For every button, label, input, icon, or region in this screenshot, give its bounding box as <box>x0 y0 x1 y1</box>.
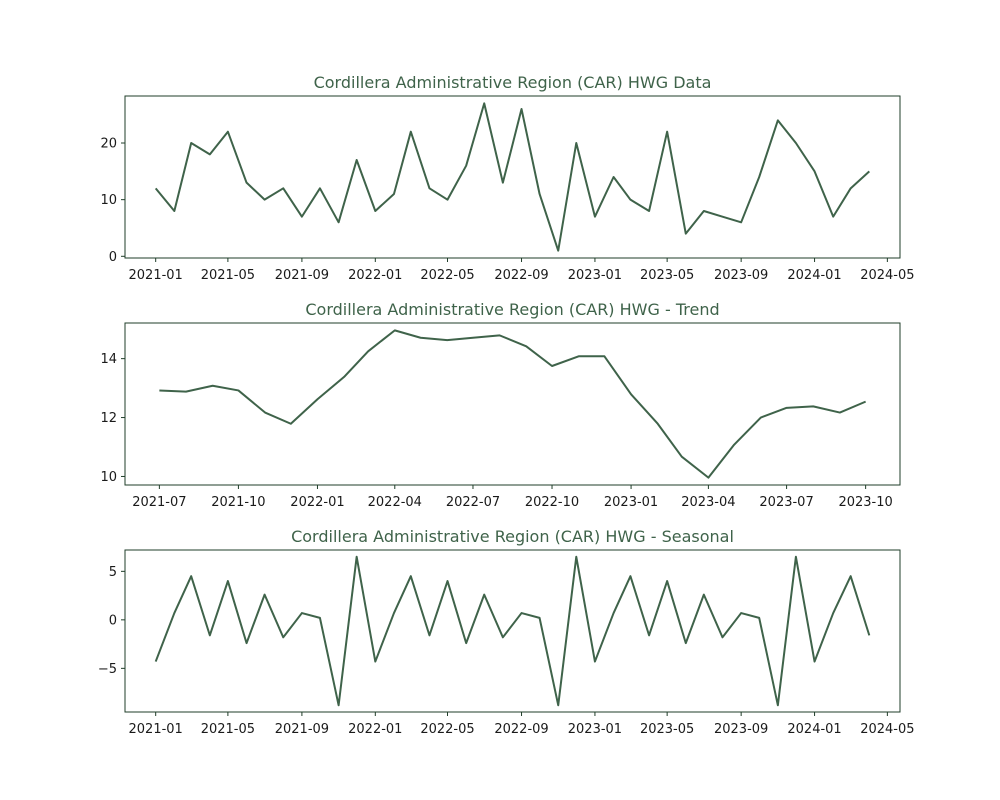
x-tick-label: 2021-05 <box>201 268 255 283</box>
x-tick-label: 2023-05 <box>640 268 694 283</box>
y-tick-label: 0 <box>109 613 117 628</box>
chart-title: Cordillera Administrative Region (CAR) H… <box>305 300 719 319</box>
x-tick-label: 2024-05 <box>860 268 914 283</box>
x-tick-label: 2023-04 <box>681 495 735 510</box>
x-tick-label: 2022-10 <box>525 495 579 510</box>
x-tick-label: 2021-07 <box>132 495 186 510</box>
x-tick-label: 2021-05 <box>201 722 255 737</box>
x-tick-label: 2023-10 <box>838 495 892 510</box>
chart-title: Cordillera Administrative Region (CAR) H… <box>291 527 734 546</box>
x-tick-label: 2022-05 <box>420 268 474 283</box>
y-tick-label: 12 <box>100 411 117 426</box>
x-tick-label: 2023-01 <box>604 495 658 510</box>
axes-frame <box>124 322 901 486</box>
x-tick-label: 2023-07 <box>759 495 813 510</box>
x-tick-label: 2023-09 <box>714 722 768 737</box>
series-line <box>159 329 867 479</box>
y-tick-label: 20 <box>100 137 117 152</box>
x-tick-label: 2022-01 <box>348 268 402 283</box>
y-tick-label: 5 <box>109 565 117 580</box>
x-tick-label: 2021-01 <box>129 268 183 283</box>
y-tick-label: 10 <box>100 193 117 208</box>
x-tick-label: 2021-10 <box>211 495 265 510</box>
x-tick-label: 2021-09 <box>275 268 329 283</box>
x-tick-label: 2022-09 <box>494 268 548 283</box>
x-tick-label: 2024-05 <box>860 722 914 737</box>
axes-frame <box>124 549 901 713</box>
x-tick-label: 2022-09 <box>494 722 548 737</box>
chart-data-panel: Cordillera Administrative Region (CAR) H… <box>100 73 914 283</box>
x-tick-label: 2022-05 <box>420 722 474 737</box>
chart-title: Cordillera Administrative Region (CAR) H… <box>314 73 712 92</box>
plot-area: 10 12 14 2021-07 2021-10 2022-01 2022-04 2022-0… <box>100 322 901 510</box>
x-tick-label: 2021-09 <box>275 722 329 737</box>
y-tick-label: −5 <box>98 662 117 677</box>
axes-frame <box>124 95 901 259</box>
y-tick-label: 0 <box>109 250 117 265</box>
chart-seasonal-panel: Cordillera Administrative Region (CAR) H… <box>98 527 915 737</box>
x-tick-label: 2023-01 <box>568 268 622 283</box>
x-tick-label: 2023-09 <box>714 268 768 283</box>
x-tick-label: 2022-07 <box>446 495 500 510</box>
x-tick-label: 2023-05 <box>640 722 694 737</box>
x-tick-label: 2024-01 <box>787 268 841 283</box>
x-tick-label: 2021-01 <box>129 722 183 737</box>
plot-area: 0 10 20 2021-01 2021-05 2021-09 2022-01 2022-05… <box>100 95 915 283</box>
x-tick-label: 2022-04 <box>368 495 422 510</box>
x-tick-label: 2024-01 <box>787 722 841 737</box>
y-tick-label: 14 <box>100 352 117 367</box>
y-tick-label: 10 <box>100 470 117 485</box>
series-line <box>154 555 871 707</box>
x-tick-label: 2022-01 <box>348 722 402 737</box>
x-tick-label: 2023-01 <box>568 722 622 737</box>
series-line <box>154 102 870 252</box>
chart-trend-panel: Cordillera Administrative Region (CAR) H… <box>100 300 901 510</box>
x-tick-label: 2022-01 <box>290 495 344 510</box>
plot-area: −5 0 5 2021-01 2021-05 2021-09 2022-01 2022-05 2… <box>98 549 915 737</box>
